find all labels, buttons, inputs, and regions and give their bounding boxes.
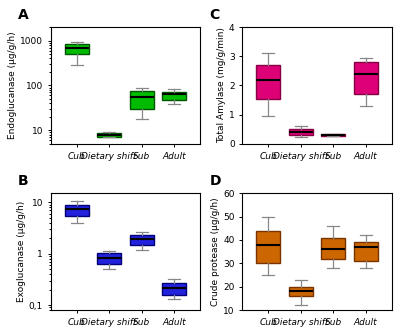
PathPatch shape bbox=[130, 91, 154, 109]
Text: D: D bbox=[209, 175, 221, 189]
PathPatch shape bbox=[321, 134, 345, 136]
PathPatch shape bbox=[64, 205, 89, 215]
PathPatch shape bbox=[256, 230, 280, 263]
PathPatch shape bbox=[354, 242, 378, 261]
Text: A: A bbox=[18, 8, 29, 22]
PathPatch shape bbox=[288, 129, 313, 135]
PathPatch shape bbox=[162, 283, 186, 294]
Y-axis label: Crude protease (μg/g/h): Crude protease (μg/g/h) bbox=[211, 197, 220, 306]
Text: C: C bbox=[209, 8, 220, 22]
PathPatch shape bbox=[130, 235, 154, 245]
PathPatch shape bbox=[97, 133, 121, 137]
Text: B: B bbox=[18, 175, 28, 189]
PathPatch shape bbox=[354, 62, 378, 94]
PathPatch shape bbox=[162, 91, 186, 100]
PathPatch shape bbox=[288, 287, 313, 296]
PathPatch shape bbox=[321, 238, 345, 259]
Y-axis label: Endoglucanase (μg/g/h): Endoglucanase (μg/g/h) bbox=[8, 32, 17, 139]
Y-axis label: Exoglucanase (μg/g/h): Exoglucanase (μg/g/h) bbox=[17, 201, 26, 302]
Y-axis label: Total Amylase (mg/g/min): Total Amylase (mg/g/min) bbox=[217, 27, 226, 143]
PathPatch shape bbox=[97, 253, 121, 264]
PathPatch shape bbox=[256, 65, 280, 98]
PathPatch shape bbox=[64, 45, 89, 54]
